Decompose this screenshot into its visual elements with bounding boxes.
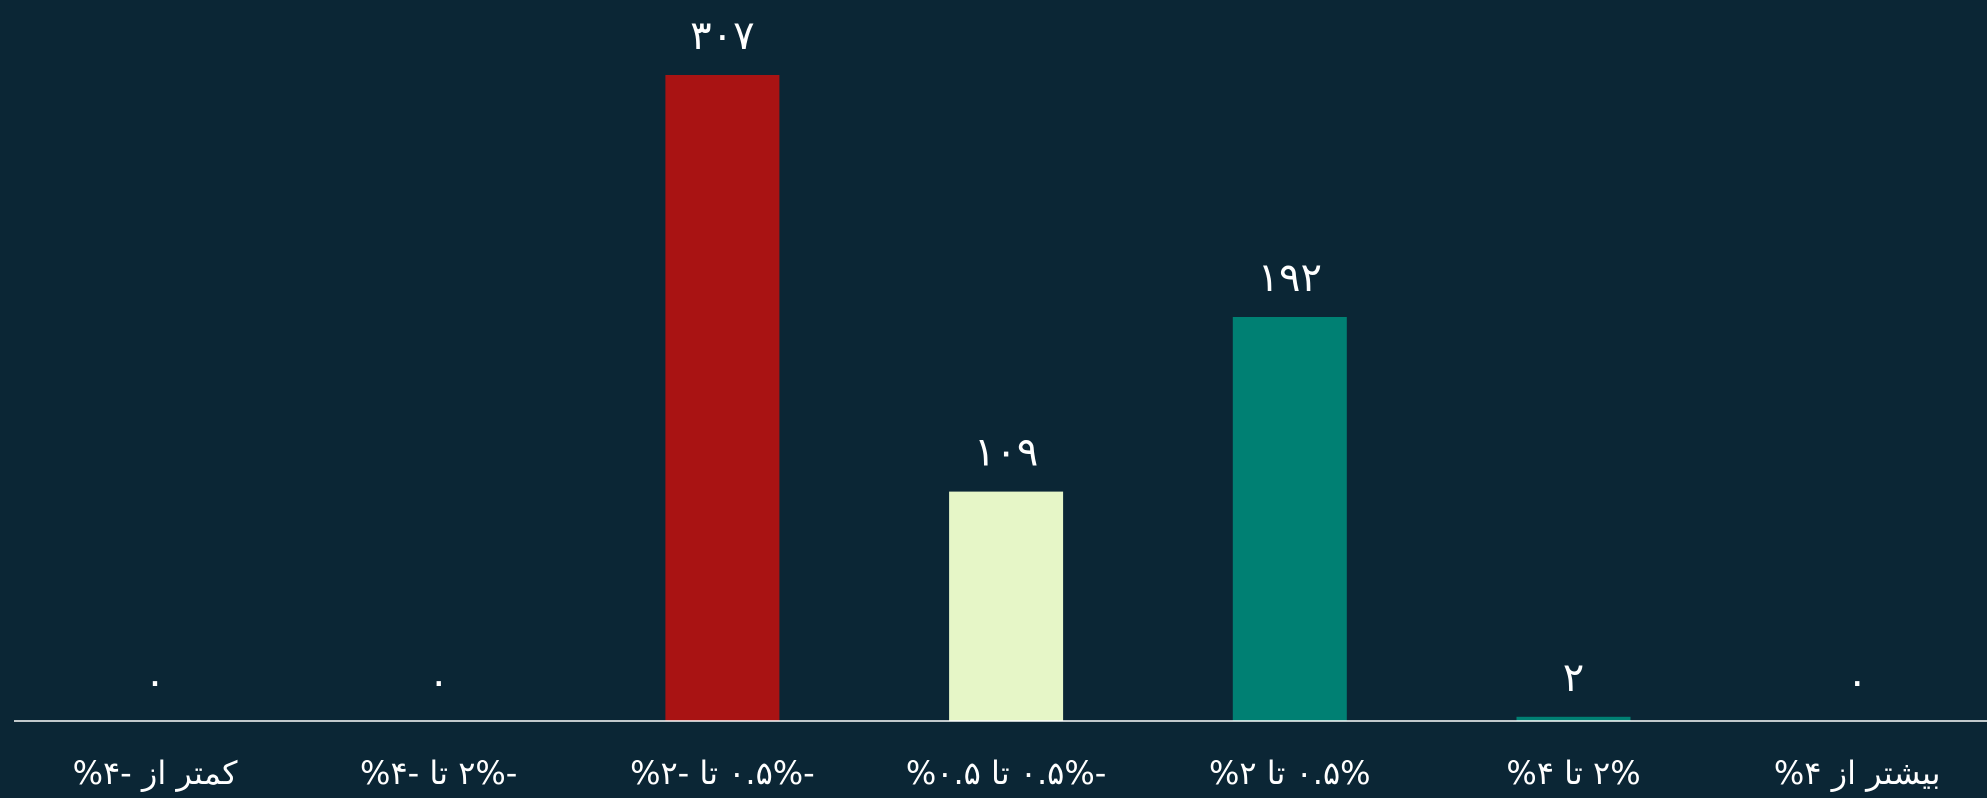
bar-4 bbox=[1232, 317, 1347, 721]
category-label-3: -۰.۵% تا ۰.۵% bbox=[906, 754, 1106, 792]
value-label-2: ۳۰۷ bbox=[690, 13, 754, 59]
bar-2 bbox=[665, 75, 780, 721]
value-label-5: ۲ bbox=[1563, 655, 1584, 701]
category-label-1: -۲% تا -۴% bbox=[360, 754, 517, 792]
value-label-6: ۰ bbox=[1846, 659, 1867, 705]
value-labels-group: ۰ ۰ ۳۰۷ ۱۰۹ ۱۹۲ ۲ ۰ bbox=[144, 13, 1868, 705]
value-label-1: ۰ bbox=[428, 659, 449, 705]
bar-3 bbox=[949, 491, 1064, 721]
bar-5 bbox=[1516, 716, 1631, 721]
bars-group bbox=[665, 75, 1631, 721]
value-label-4: ۱۹۲ bbox=[1258, 255, 1322, 301]
category-label-0: کمتر از -۴% bbox=[73, 754, 239, 792]
category-label-4: ۰.۵% تا ۲% bbox=[1209, 754, 1371, 792]
value-label-3: ۱۰۹ bbox=[974, 430, 1038, 476]
value-label-0: ۰ bbox=[144, 659, 165, 705]
category-label-2: -۰.۵% تا -۲% bbox=[630, 754, 815, 792]
category-label-6: بیشتر از ۴% bbox=[1774, 754, 1941, 792]
category-labels-group: کمتر از -۴% -۲% تا -۴% -۰.۵% تا -۲% -۰.۵% ت… bbox=[73, 754, 1941, 792]
category-label-5: ۲% تا ۴% bbox=[1506, 754, 1640, 792]
